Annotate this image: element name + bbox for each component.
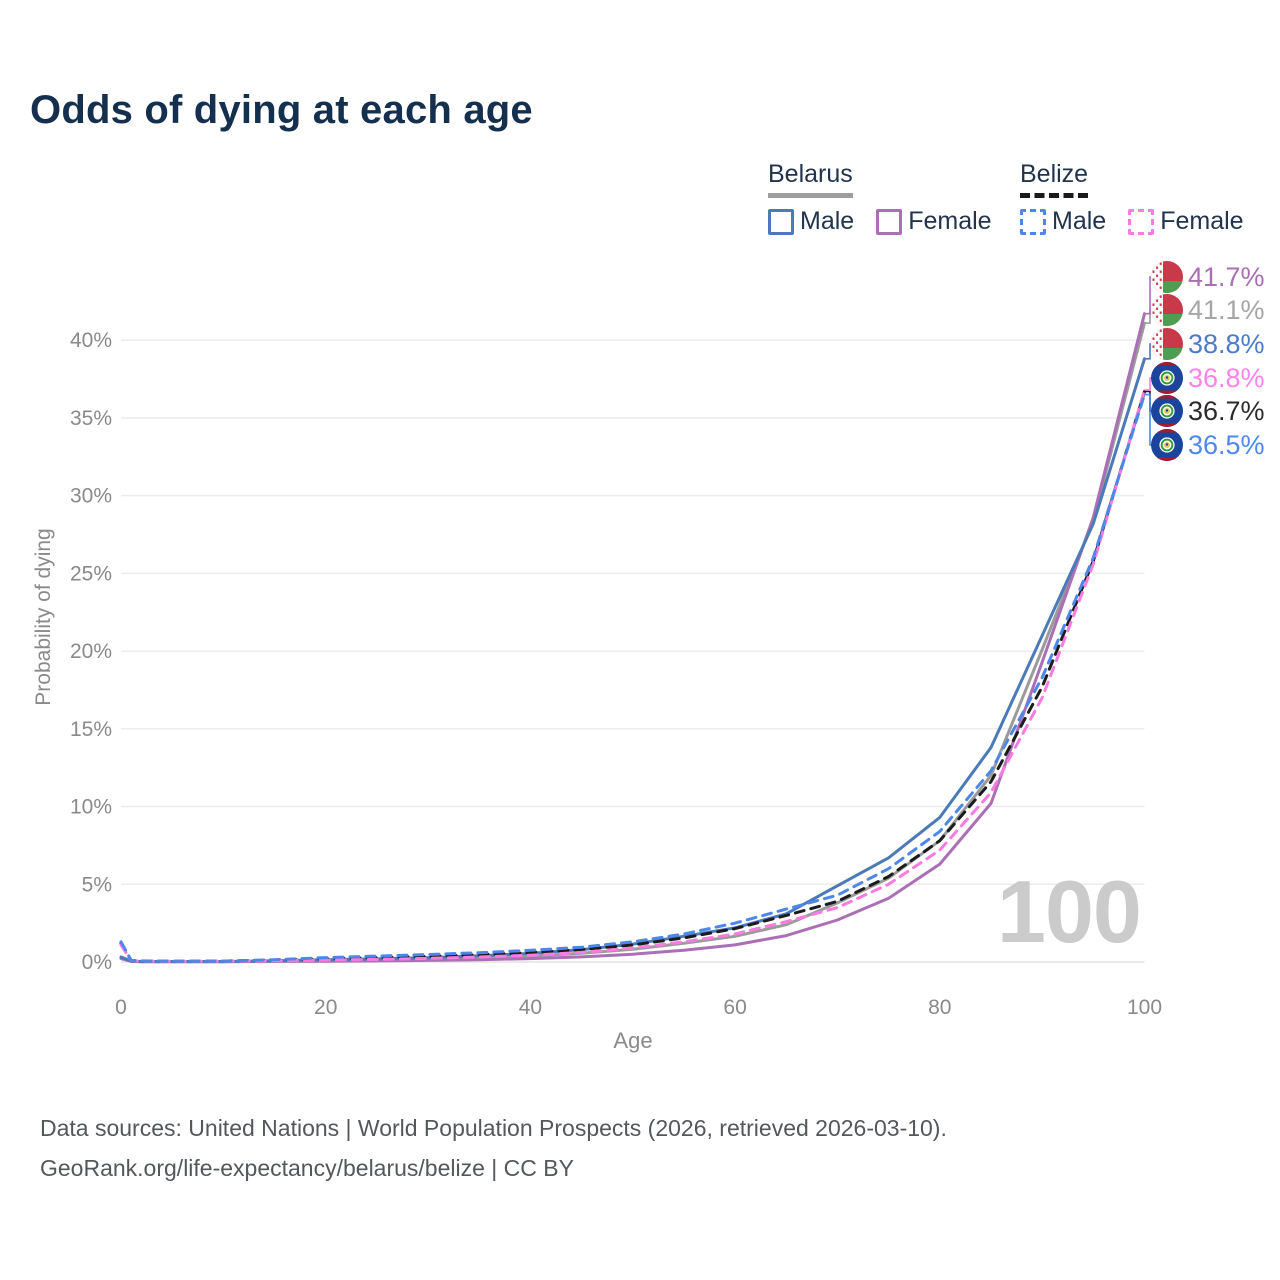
- belize-male-swatch-icon[interactable]: [1020, 208, 1046, 235]
- x-tick-label: 80: [928, 996, 951, 1019]
- page-title: Odds of dying at each age: [30, 88, 533, 132]
- belize-female-swatch-icon[interactable]: [1128, 208, 1155, 235]
- y-tick-label: 40%: [70, 329, 112, 352]
- x-tick-label: 40: [519, 996, 542, 1019]
- y-tick-label: 35%: [70, 407, 112, 430]
- legend-country-belarus[interactable]: Belarus: [768, 160, 853, 198]
- end-value-label-belize-combined: 36.7%: [1188, 396, 1265, 426]
- series-line-belarus-female: [119, 312, 1146, 964]
- x-tick-label: 60: [723, 996, 746, 1019]
- x-tick-label: 100: [1127, 996, 1162, 1019]
- age-counter-watermark: 100: [997, 862, 1142, 961]
- end-value-label-belize-female: 36.8%: [1188, 363, 1265, 393]
- legend-group-belarus: Belarus Male Female: [768, 160, 992, 236]
- y-axis-title: Probability of dying: [32, 528, 55, 706]
- end-value-label-belarus-male: 38.8%: [1188, 329, 1265, 359]
- belize-flag-icon: [1151, 429, 1183, 461]
- legend-belarus-male-label[interactable]: Male: [800, 207, 855, 235]
- end-value-label-belarus-female: 41.7%: [1188, 262, 1265, 292]
- data-sources-text: Data sources: United Nations | World Pop…: [40, 1115, 947, 1141]
- end-value-label-belarus-combined: 41.1%: [1188, 295, 1265, 325]
- legend-belarus-female-label[interactable]: Female: [908, 207, 992, 235]
- belarus-flag-icon: [1151, 294, 1183, 326]
- belarus-female-swatch-icon[interactable]: [876, 208, 903, 235]
- footer: Data sources: United Nations | World Pop…: [40, 1108, 947, 1188]
- y-tick-label: 5%: [82, 873, 112, 896]
- series-line-belize-combined: [119, 390, 1146, 963]
- legend-country-belize[interactable]: Belize: [1020, 160, 1089, 198]
- series-line-belize-female: [119, 388, 1146, 963]
- legend: Belarus Male Female Belize Male Female: [0, 160, 1280, 240]
- y-tick-label: 0%: [82, 951, 112, 974]
- series-line-belarus-male: [119, 357, 1146, 963]
- series-line-belarus-combined: [119, 321, 1146, 964]
- belize-flag-icon: [1151, 362, 1183, 394]
- series-line-belize-male: [119, 393, 1146, 963]
- y-tick-label: 30%: [70, 485, 112, 508]
- legend-group-belize: Belize Male Female: [1020, 160, 1244, 236]
- belarus-flag-icon: [1151, 261, 1183, 293]
- y-tick-label: 10%: [70, 796, 112, 819]
- belarus-flag-icon: [1151, 328, 1183, 360]
- attribution-link-text: GeoRank.org/life-expectancy/belarus/beli…: [40, 1155, 574, 1181]
- end-value-label-belize-male: 36.5%: [1188, 430, 1265, 460]
- x-tick-label: 20: [314, 996, 337, 1019]
- belarus-male-swatch-icon[interactable]: [768, 208, 794, 235]
- y-tick-label: 20%: [70, 640, 112, 663]
- legend-belize-male-label[interactable]: Male: [1052, 207, 1107, 235]
- x-tick-label: 0: [115, 996, 127, 1019]
- y-tick-label: 25%: [70, 562, 112, 585]
- y-tick-label: 15%: [70, 718, 112, 741]
- x-axis-title: Age: [613, 1028, 653, 1053]
- legend-belize-female-label[interactable]: Female: [1160, 207, 1244, 235]
- belize-flag-icon: [1151, 395, 1183, 427]
